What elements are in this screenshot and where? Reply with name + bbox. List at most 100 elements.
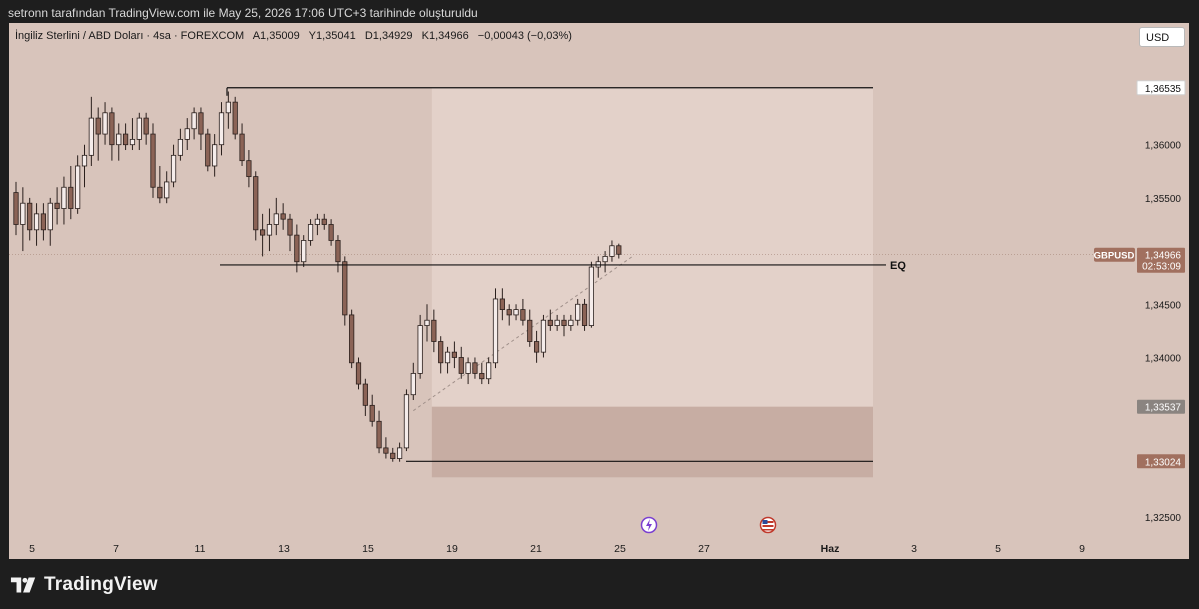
- candle-body: [314, 218, 321, 225]
- candle: [547, 309, 553, 331]
- lightning-icon-glyph: [646, 519, 652, 531]
- candle: [581, 298, 588, 331]
- candle-body: [499, 298, 505, 310]
- candle: [616, 243, 622, 259]
- candle-body: [61, 186, 67, 209]
- candle-body: [13, 192, 19, 225]
- candle-body: [588, 266, 595, 326]
- candle-body: [164, 181, 170, 199]
- candle-body: [184, 128, 190, 140]
- candle-body: [20, 202, 26, 225]
- flag-stripe: [762, 529, 774, 531]
- candle: [534, 330, 540, 363]
- ohlc-close: K1,34966: [421, 30, 469, 42]
- currency-button[interactable]: USD: [1139, 27, 1185, 47]
- candle-body: [513, 309, 519, 316]
- time-tick-label: 19: [446, 543, 458, 555]
- candle-body: [376, 420, 382, 449]
- candle: [465, 357, 471, 385]
- candle-body: [205, 133, 211, 167]
- lightning-event-icon[interactable]: [640, 516, 658, 534]
- discount-zone: [431, 406, 873, 478]
- candle: [27, 197, 33, 241]
- candle: [472, 357, 478, 379]
- candle-body: [527, 319, 533, 342]
- candle: [150, 123, 156, 198]
- candle: [396, 442, 403, 462]
- symbol-header: İngiliz Sterlini / ABD Doları · 4sa · FO…: [15, 30, 578, 42]
- candle-body: [472, 362, 478, 374]
- candle: [184, 118, 190, 151]
- time-axis[interactable]: 5 7 11 13 15 19 21 25 27 Haz 3 5 9: [29, 543, 1085, 555]
- price-tick-label: 1,32500: [1145, 513, 1182, 524]
- levels-layer: EQ: [220, 87, 906, 462]
- time-tick-label: Haz: [821, 543, 840, 555]
- candle: [355, 357, 362, 390]
- candle-body: [88, 117, 94, 156]
- candle-body: [259, 229, 266, 236]
- candle: [349, 309, 355, 369]
- price-level-label: 1,33537: [1145, 403, 1182, 414]
- price-axis[interactable]: 1,36535 1,36000 1,35500 1,34500 1,34000 1,335…: [1094, 80, 1186, 524]
- candle: [369, 394, 375, 427]
- candle: [287, 213, 293, 252]
- candle-body: [616, 245, 622, 255]
- time-tick-label: 27: [698, 543, 710, 555]
- candle-body: [417, 325, 423, 374]
- candle-body: [109, 112, 115, 146]
- time-tick-label: 3: [911, 543, 917, 555]
- chart-pane[interactable]: EQ 1,36535 1,36000 1,35500 1,34500 1,34000 1,…: [9, 23, 1189, 559]
- candle-body: [280, 213, 286, 220]
- candle: [75, 155, 81, 214]
- candle-body: [266, 224, 273, 236]
- zones-layer: [9, 87, 1137, 478]
- candle: [157, 165, 163, 204]
- candle: [33, 203, 40, 246]
- candle: [609, 240, 615, 262]
- candle-body: [540, 319, 547, 353]
- candle-body: [294, 234, 300, 263]
- tradingview-logo: TradingView: [10, 572, 158, 598]
- candle-body: [444, 351, 451, 364]
- chart-canvas[interactable]: EQ 1,365351,360001,355001,345001,340001,…: [9, 23, 1189, 559]
- candle-body: [362, 383, 368, 406]
- candle: [410, 362, 416, 401]
- candle-body: [54, 202, 60, 209]
- candle: [273, 197, 279, 236]
- candle: [390, 447, 396, 462]
- candle-body: [27, 202, 33, 231]
- us-flag-event-icon[interactable]: [759, 516, 777, 534]
- event-markers[interactable]: [640, 516, 777, 534]
- candle: [68, 165, 74, 220]
- candle: [307, 219, 314, 246]
- candle-body: [95, 117, 101, 135]
- candle: [527, 309, 533, 347]
- candle-body: [301, 240, 307, 263]
- candle: [438, 336, 444, 374]
- price-level-badge: [1137, 454, 1185, 469]
- candle-body: [403, 394, 410, 449]
- candle: [342, 256, 348, 326]
- candle-body: [225, 101, 231, 114]
- tradingview-logo-icon: [10, 577, 36, 593]
- candle-body: [396, 447, 403, 459]
- trend-line: [413, 255, 633, 412]
- candle-body: [390, 452, 396, 459]
- candle: [479, 362, 485, 385]
- instrument-title[interactable]: İngiliz Sterlini / ABD Doları · 4sa · FO…: [15, 30, 245, 42]
- flag-canton: [762, 520, 768, 524]
- last-price-badge: [1137, 247, 1185, 273]
- price-level-badge: [1137, 399, 1185, 414]
- candle-body: [355, 362, 362, 385]
- candle-body: [307, 224, 314, 241]
- price-level-badge: [1136, 80, 1186, 96]
- time-tick-label: 25: [614, 543, 626, 555]
- candle: [218, 102, 225, 156]
- candle-body: [232, 101, 238, 135]
- candle: [164, 171, 170, 204]
- candle-body: [170, 154, 177, 183]
- candle: [20, 187, 26, 252]
- candle: [61, 176, 67, 225]
- candles-layer: [13, 91, 622, 462]
- candle: [47, 197, 53, 246]
